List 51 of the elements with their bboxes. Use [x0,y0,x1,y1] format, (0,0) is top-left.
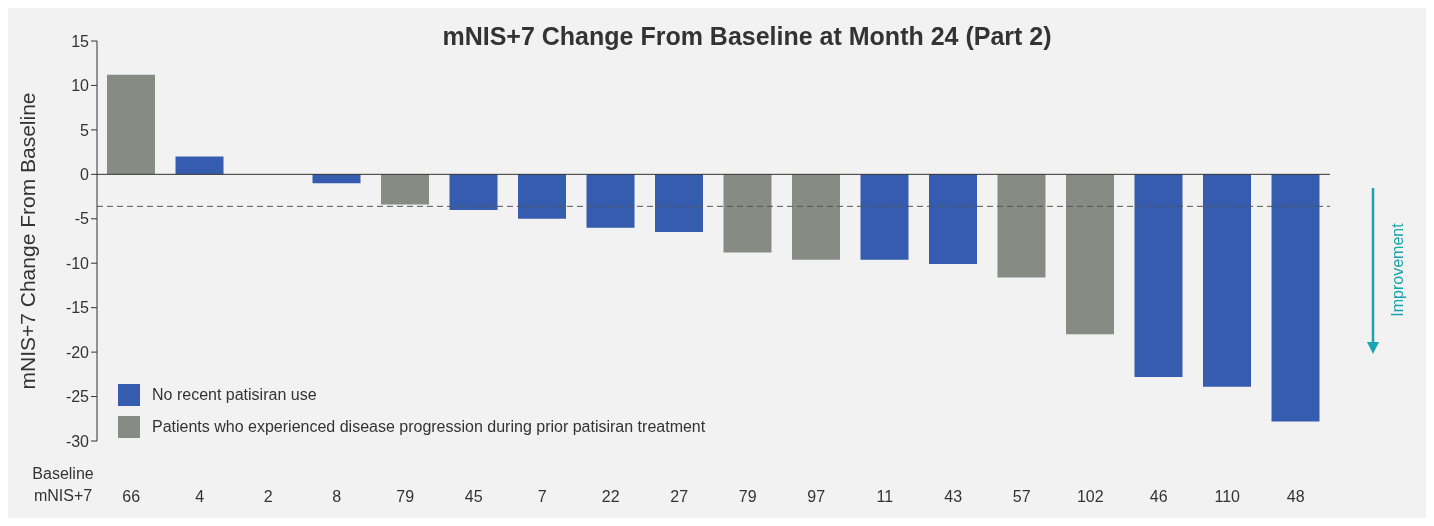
x-tick-label: 57 [1012,488,1031,506]
x-tick-label: 46 [1149,488,1168,506]
bar [586,174,635,228]
x-tick-label: 79 [738,488,757,506]
bar [175,156,224,175]
y-axis-title: mNIS+7 Change From Baseline [16,92,40,390]
x-tick-label: 11 [876,488,894,506]
x-tick-label: 79 [396,488,415,506]
y-tick-label: -20 [65,343,90,361]
x-tick-label: 8 [332,488,342,506]
x-tick-label: 110 [1214,488,1241,506]
x-tick-label: 97 [807,488,826,506]
bar [381,174,429,205]
y-tick-label: -10 [65,254,90,272]
chart-title: mNIS+7 Change From Baseline at Month 24 (Part 2) [442,22,1052,50]
y-tick-label: 5 [80,121,90,139]
x-tick-label: 102 [1076,488,1104,506]
bar [1271,174,1320,422]
bar [997,174,1046,278]
bar [655,174,703,233]
y-tick-label: -30 [65,432,90,450]
bar [107,74,155,175]
x-tick-label: 7 [537,488,547,506]
y-tick-label: 0 [80,166,90,184]
bar [1066,174,1114,335]
bar [1134,174,1183,377]
x-tick-label: 4 [195,488,205,506]
bar [860,174,909,260]
y-tick-label: 10 [71,77,90,95]
legend-label: Patients who experienced disease progression during prior patisiran treatment [152,418,706,436]
x-tick-label: 22 [601,488,620,506]
x-tick-label: 45 [464,488,483,506]
bar [723,174,772,253]
y-tick-label: -15 [65,299,90,317]
bar [929,174,977,265]
bar [1203,174,1251,387]
y-tick-label: -5 [74,210,90,228]
x-axis-title: Baseline mNIS+7 [31,464,95,506]
x-tick-label: 48 [1286,488,1305,506]
y-tick-label: -25 [65,388,90,406]
text: Improvement [1389,223,1407,317]
x-tick-label: 2 [263,488,273,506]
bar [518,174,566,219]
x-tick-label: 66 [122,488,141,506]
y-tick-label: 15 [71,32,90,50]
legend-label: No recent patisiran use [152,386,317,404]
x-tick-label: 43 [944,488,963,506]
bar [312,174,361,184]
bar [792,174,840,260]
bar [449,174,498,210]
x-tick-label: 27 [670,488,689,506]
